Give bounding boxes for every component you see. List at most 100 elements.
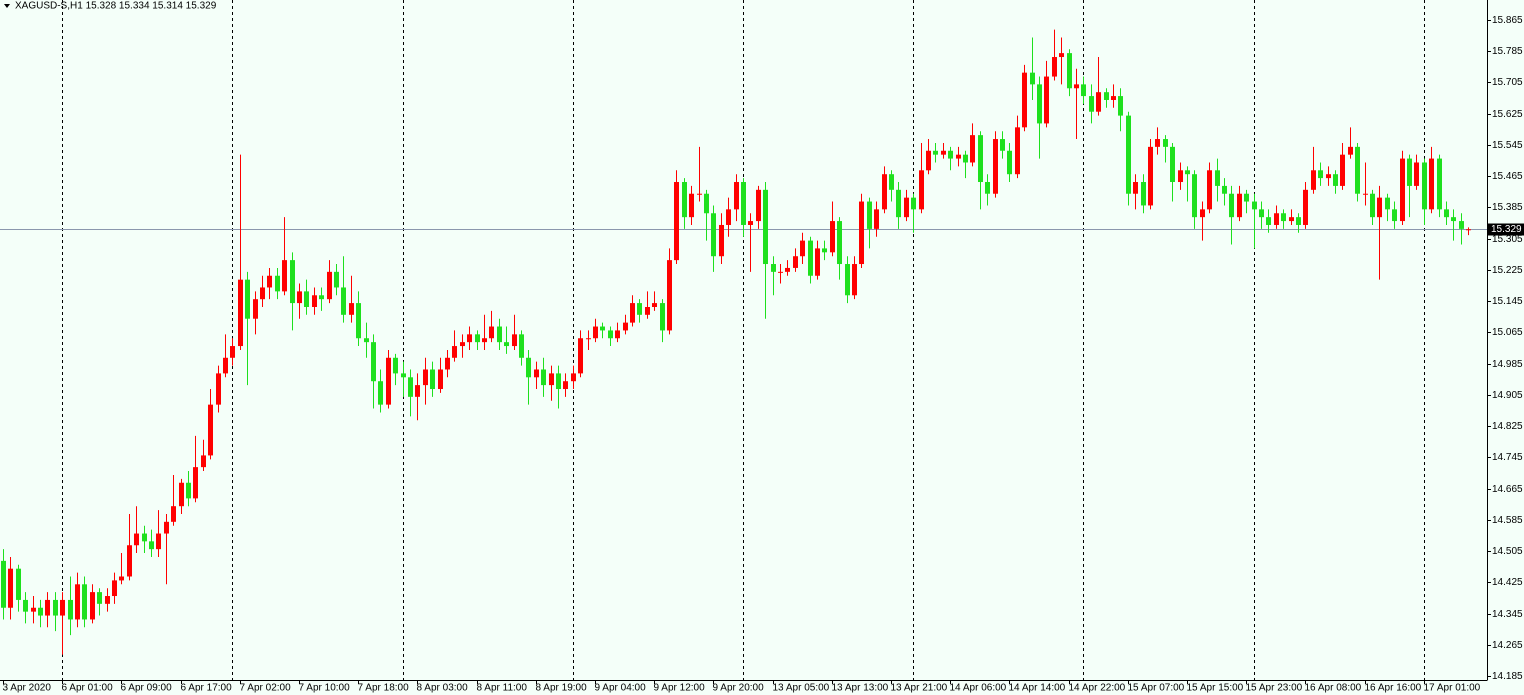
candle-body (105, 596, 110, 604)
candle-body (1222, 185, 1227, 194)
candle-body (1030, 72, 1035, 85)
candle-body (327, 271, 332, 300)
candle-body (445, 357, 450, 370)
y-tick-label: 14.265 (1492, 640, 1523, 651)
candle-body (238, 279, 243, 347)
candle-body (1437, 158, 1442, 210)
candles-layer (1, 29, 1471, 655)
candle-body (1215, 170, 1220, 186)
candle-body (467, 334, 472, 343)
candle-body (230, 346, 235, 358)
x-tick-label: 6 Apr 09:00 (121, 683, 173, 694)
candle-body (623, 322, 628, 331)
candle-body (837, 221, 842, 265)
candle-body (1148, 146, 1153, 206)
y-tick-label: 15.865 (1492, 15, 1523, 26)
y-tick-label: 14.665 (1492, 484, 1523, 495)
candle-body (734, 182, 739, 210)
x-tick-label: 16 Apr 16:00 (1365, 683, 1422, 694)
candle-body (1451, 217, 1456, 222)
candle-body (867, 201, 872, 229)
candle-body (290, 260, 295, 304)
candle-body (275, 275, 280, 292)
candle-body (822, 248, 827, 253)
y-tick-label: 14.985 (1492, 359, 1523, 370)
candle-body (719, 224, 724, 257)
candle-body (1155, 139, 1160, 147)
candle-body (519, 334, 524, 358)
current-price-box (1488, 223, 1524, 236)
candle-body (896, 189, 901, 218)
candle-body (82, 584, 87, 620)
candle-body (1363, 193, 1368, 195)
candle-body (1178, 170, 1183, 183)
candle-body (1385, 197, 1390, 210)
candle-body (741, 182, 746, 225)
x-tick-label: 6 Apr 01:00 (62, 683, 114, 694)
candle-body (1089, 96, 1094, 112)
candle-body (430, 369, 435, 390)
candle-body (1185, 170, 1190, 175)
candle-body (1081, 84, 1086, 97)
candle-body (1400, 158, 1405, 222)
candle-body (1377, 197, 1382, 218)
candle-body (904, 197, 909, 218)
candle-body (356, 303, 361, 339)
candle-body (615, 330, 620, 339)
candle-body (341, 287, 346, 315)
candle-body (800, 240, 805, 257)
candle-body (1, 560, 6, 608)
candle-body (267, 275, 272, 288)
candle-body (1067, 53, 1072, 89)
candle-body (1333, 174, 1338, 186)
candle-body (142, 533, 147, 542)
candle-body (815, 248, 820, 276)
candle-body (1266, 217, 1271, 225)
candle-body (1044, 76, 1049, 124)
candle-body (845, 264, 850, 296)
candle-body (889, 174, 894, 190)
candle-body (911, 197, 916, 210)
candle-body (660, 303, 665, 331)
y-tick-label: 15.465 (1492, 171, 1523, 182)
y-tick-label: 14.585 (1492, 515, 1523, 526)
candle-body (1104, 92, 1109, 100)
candle-body (504, 342, 509, 347)
candle-body (260, 287, 265, 300)
candle-body (859, 201, 864, 265)
candle-body (541, 369, 546, 386)
candle-body (253, 299, 258, 319)
candle-body (1244, 193, 1249, 202)
x-tick-label: 8 Apr 19:00 (536, 683, 588, 694)
candle-body (586, 338, 591, 340)
candle-body (334, 271, 339, 288)
candle-body (127, 545, 132, 577)
candle-body (1355, 146, 1360, 194)
candle-body (852, 264, 857, 296)
candle-body (245, 279, 250, 319)
candle-body (282, 260, 287, 292)
candle-body (489, 326, 494, 339)
chart-title: XAGUSD-S,H1 15.328 15.334 15.314 15.329 (15, 1, 217, 12)
candle-body (756, 189, 761, 222)
candle-body (689, 193, 694, 218)
symbol-menu-arrow[interactable] (4, 4, 10, 8)
x-tick-label: 8 Apr 03:00 (417, 683, 469, 694)
candle-body (119, 576, 124, 581)
x-tick-label: 14 Apr 22:00 (1069, 683, 1126, 694)
candle-body (600, 326, 605, 331)
candle-body (68, 599, 73, 620)
candle-body (31, 607, 36, 612)
candle-body (45, 599, 50, 616)
candle-body (1126, 115, 1131, 194)
candle-body (711, 213, 716, 257)
candle-body (748, 221, 753, 225)
candle-body (926, 150, 931, 171)
y-tick-label: 15.145 (1492, 296, 1523, 307)
candle-body (8, 568, 13, 608)
candle-body (408, 377, 413, 397)
candle-body (933, 150, 938, 155)
candle-body (549, 373, 554, 386)
